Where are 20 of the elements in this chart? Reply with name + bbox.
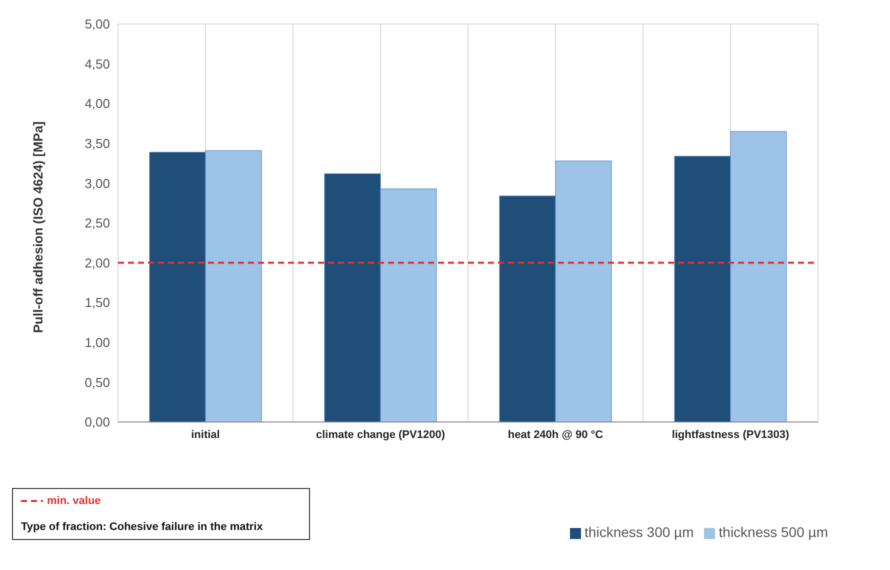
y-tick-label: 5,00 <box>84 16 110 32</box>
y-tick-label: 1,50 <box>84 295 110 310</box>
note-box: min. value Type of fraction: Cohesive failure in the matrix <box>12 488 310 540</box>
x-tick-label: heat 240h @ 90 °C <box>508 428 604 441</box>
y-tick-label: 4,00 <box>84 96 110 112</box>
y-tick-label: 3,00 <box>84 176 110 191</box>
x-tick-label: initial <box>191 428 220 441</box>
y-tick-label: 2,50 <box>84 216 110 231</box>
y-tick-label: 2,00 <box>84 255 110 270</box>
y-tick-label: 0,50 <box>84 374 110 390</box>
x-tick-label: lightfastness (PV1303) <box>672 428 790 441</box>
y-tick-label: 1,00 <box>84 335 110 350</box>
y-axis-title: Pull-off adhesion (ISO 4624) [MPa] <box>30 121 46 333</box>
y-tick-label: 0,00 <box>84 414 110 430</box>
y-tick-label: 3,50 <box>84 136 110 152</box>
x-tick-label: climate change (PV1200) <box>316 428 446 441</box>
legend-label: min. value <box>47 495 101 507</box>
legend-label: thickness 500 µm <box>718 524 828 540</box>
legend-label: thickness 300 µm <box>584 524 694 540</box>
y-tick-label: 4,50 <box>84 56 110 72</box>
